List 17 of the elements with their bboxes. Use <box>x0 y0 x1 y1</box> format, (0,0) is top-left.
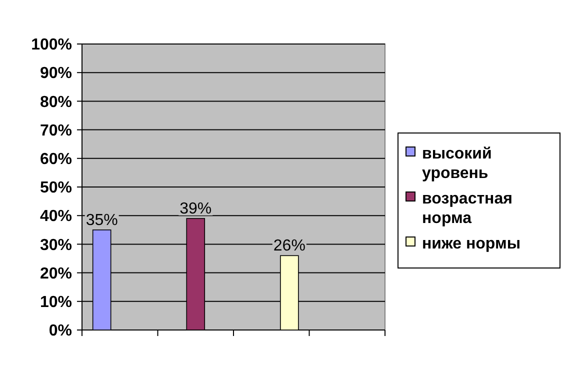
data-label: 35% <box>86 212 118 229</box>
data-label: 26% <box>273 238 306 255</box>
y-tick-label: 80% <box>40 94 72 111</box>
legend-label: возрастная норма <box>422 190 512 227</box>
y-tick-label: 20% <box>40 265 72 282</box>
y-tick-label: 60% <box>40 151 72 168</box>
y-tick-label: 70% <box>40 122 72 140</box>
y-tick-label: 90% <box>40 65 72 82</box>
y-tick-label: 0% <box>48 322 72 340</box>
legend-label: ниже нормы <box>422 236 520 253</box>
y-tick-label: 100% <box>31 36 72 54</box>
y-tick-label: 50% <box>40 180 72 197</box>
legend-label: высокий уровень <box>422 146 492 182</box>
data-label: 39% <box>180 200 212 218</box>
y-tick-label: 40% <box>40 208 72 226</box>
y-tick-label: 30% <box>40 236 72 254</box>
y-tick-label: 10% <box>40 294 72 311</box>
